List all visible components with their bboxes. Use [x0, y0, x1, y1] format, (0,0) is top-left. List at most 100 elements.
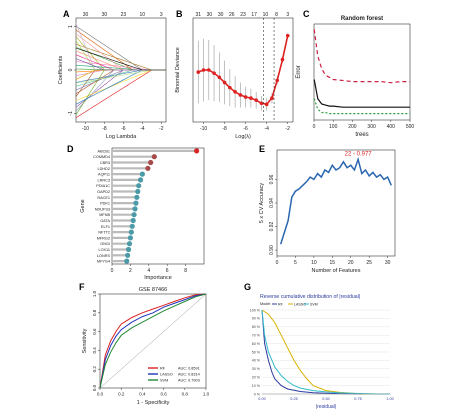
- x-tick-label: 0.75: [354, 397, 361, 401]
- top-tick-label: 17: [251, 12, 257, 18]
- roc-curve: [99, 293, 207, 389]
- gene-label: LONRS: [97, 254, 111, 258]
- y-tick-label: 0.94: [269, 198, 275, 208]
- deviance-point: [264, 102, 269, 107]
- gene-label: MFYG4: [97, 260, 110, 264]
- deviance-point: [259, 101, 264, 106]
- y-tick-label: 0 %: [254, 392, 261, 396]
- y-tick-label: 40 %: [252, 359, 261, 363]
- deviance-point: [201, 68, 206, 72]
- y-axis-label: Coefficients: [58, 55, 64, 84]
- x-tick-label: 0.8: [182, 392, 189, 397]
- y-tick-label: 20 %: [252, 376, 261, 380]
- deviance-point: [233, 90, 237, 94]
- chart-title: GSE 87466: [139, 287, 167, 293]
- importance-point: [145, 165, 151, 171]
- x-axis-label: trees: [355, 132, 368, 138]
- x-tick-label: 1.00: [386, 397, 393, 401]
- top-tick-label: 31: [195, 12, 201, 18]
- panel-letter-e: E: [259, 144, 265, 154]
- x-tick-label: 0: [276, 260, 279, 266]
- importance-point: [139, 171, 145, 177]
- x-axis-label: Number of Features: [312, 268, 361, 274]
- gene-label: COMMD4: [93, 155, 110, 159]
- x-tick-label: -10: [82, 126, 89, 132]
- importance-point: [148, 159, 154, 166]
- gene-label: CBR3: [100, 161, 110, 165]
- importance-point: [128, 229, 134, 235]
- x-tick-label: 5: [294, 260, 297, 266]
- importance-point: [125, 252, 131, 258]
- importance-point: [125, 246, 132, 253]
- legend-label: SVM: [310, 303, 318, 307]
- residual-curve: [261, 309, 390, 395]
- x-tick-label: 0.00: [258, 397, 265, 401]
- plot-frame: [192, 17, 294, 123]
- importance-point: [127, 235, 133, 241]
- y-tick-label: 60 %: [252, 342, 261, 346]
- coefficient-path: [75, 69, 166, 115]
- x-tick-label: 500: [406, 124, 415, 130]
- y-tick-label: 0.6: [92, 328, 97, 335]
- deviance-point: [217, 75, 222, 80]
- top-tick-label: 23: [240, 12, 246, 18]
- panel-f-roc-curves: GSE 87466 RF AUC: 0.8591 LASSO AUC: 0.8314 SV…: [82, 287, 210, 406]
- gene-label: ELF1: [101, 225, 110, 229]
- y-axis-label: Error: [296, 65, 302, 78]
- panel-letter-b: B: [176, 9, 183, 19]
- top-tick-label: 30: [83, 12, 89, 18]
- x-tick-label: 6: [166, 268, 169, 274]
- importance-point: [133, 200, 139, 206]
- x-tick-label: -4: [140, 126, 145, 132]
- x-tick-label: 25: [366, 260, 372, 266]
- gene-label: GNGI: [100, 242, 110, 246]
- y-tick-label: 0.90: [269, 245, 275, 255]
- error-series-line: [313, 29, 410, 84]
- panel-letter-a: A: [63, 9, 70, 19]
- x-tick-label: -10: [200, 126, 207, 132]
- top-tick-label: 26: [229, 12, 235, 18]
- importance-point: [151, 154, 157, 160]
- error-series-line: [313, 79, 410, 108]
- x-tick-label: 2: [129, 268, 132, 274]
- x-axis-label: |residual|: [316, 404, 336, 410]
- x-axis-label: Log(λ): [235, 134, 251, 140]
- deviance-point: [243, 95, 248, 99]
- deviance-point: [270, 96, 274, 100]
- x-tick-label: 0: [111, 268, 114, 274]
- best-point-annotation: 22 - 0.977: [345, 151, 373, 157]
- accuracy-line: [279, 156, 392, 245]
- x-tick-label: -2: [159, 126, 164, 132]
- gene-label: MFNB: [99, 213, 110, 217]
- y-axis-label: Sensitivity: [82, 328, 88, 353]
- legend-label: SVM: [160, 379, 168, 383]
- panel-letter-d: D: [67, 144, 74, 154]
- x-tick-label: -8: [102, 126, 107, 132]
- top-tick-label: 3: [160, 12, 163, 18]
- y-tick-label: 0.2: [92, 366, 97, 373]
- x-tick-label: 300: [367, 124, 376, 130]
- importance-point: [135, 188, 141, 195]
- x-axis-label: Log Lambda: [106, 134, 138, 140]
- y-tick-label: 90 %: [252, 317, 261, 321]
- y-tick-label: 1: [68, 25, 74, 28]
- panel-letter-c: C: [303, 9, 310, 19]
- x-tick-label: -4: [264, 126, 269, 132]
- plot-frame: [99, 293, 207, 389]
- importance-point: [132, 206, 138, 212]
- x-tick-label: -2: [286, 126, 291, 132]
- diagonal-reference: [99, 293, 207, 389]
- coefficient-path: [75, 25, 166, 71]
- y-axis-label: Gene: [80, 199, 86, 212]
- importance-point: [130, 217, 136, 224]
- gene-label: LDHD2: [98, 167, 110, 171]
- legend-label: LASSO: [160, 373, 173, 377]
- panel-g-residual-distribution: Reverse cumulative distribution of |resi…: [250, 294, 394, 410]
- legend-label: RF: [160, 367, 166, 371]
- deviance-point: [238, 93, 243, 97]
- deviance-point: [196, 70, 201, 74]
- x-tick-label: 15: [330, 260, 336, 266]
- top-tick-label: 8: [275, 12, 278, 18]
- panel-letter-f: F: [79, 282, 85, 292]
- error-series-line: [313, 98, 410, 115]
